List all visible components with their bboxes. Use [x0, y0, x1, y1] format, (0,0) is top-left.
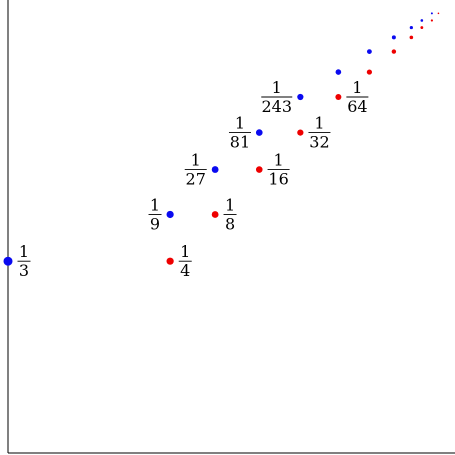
fraction-denominator: 8	[225, 214, 235, 233]
blue-fraction-label-1: 19	[148, 195, 162, 233]
fraction-numerator: 1	[191, 151, 201, 170]
fraction-denominator: 16	[268, 170, 288, 189]
fraction-denominator: 27	[186, 170, 206, 189]
blue-point-8	[409, 25, 413, 30]
fraction-numerator: 1	[180, 242, 190, 261]
blue-point-4	[297, 93, 304, 101]
red-fraction-label-4: 164	[346, 78, 369, 116]
red-point-1	[211, 211, 219, 218]
fraction-denominator: 64	[347, 97, 367, 116]
red-fraction-label-1: 18	[223, 195, 237, 233]
fraction-numerator: 1	[19, 242, 29, 261]
red-fraction-label-0: 14	[178, 242, 192, 280]
blue-point-0	[3, 256, 13, 266]
red-point-9	[430, 19, 433, 22]
red-fraction-label-2: 116	[267, 151, 290, 189]
fraction-numerator: 1	[314, 114, 324, 133]
axes	[7, 0, 455, 454]
fraction-denominator: 243	[261, 97, 292, 116]
fraction-denominator: 3	[19, 261, 29, 280]
blue-point-5	[335, 69, 342, 75]
red-point-6	[391, 49, 397, 54]
fraction-numerator: 1	[273, 151, 283, 170]
red-point-7	[409, 35, 414, 40]
red-point-8	[420, 26, 424, 29]
blue-point-6	[366, 49, 372, 55]
blue-fraction-label-3: 181	[228, 114, 251, 152]
blue-point-10	[430, 12, 433, 15]
blue-point-3	[255, 129, 263, 136]
red-point-10	[437, 12, 440, 15]
fraction-denominator: 9	[150, 214, 160, 233]
blue-fraction-label-0: 13	[17, 242, 31, 280]
blue-point-2	[211, 166, 219, 173]
fraction-denominator: 4	[180, 261, 190, 280]
red-fraction-label-3: 132	[308, 114, 331, 152]
blue-point-7	[391, 35, 396, 40]
fraction-numerator: 1	[225, 195, 235, 214]
fraction-numerator: 1	[235, 114, 245, 133]
blue-fraction-label-2: 127	[184, 151, 207, 189]
red-point-2	[255, 166, 263, 173]
blue-point-1	[166, 210, 174, 219]
red-point-3	[297, 129, 304, 136]
fraction-numerator: 1	[150, 195, 160, 214]
red-point-5	[366, 69, 372, 75]
fraction-numerator: 1	[352, 78, 362, 97]
fraction-numerator: 1	[272, 78, 282, 97]
red-point-4	[335, 94, 342, 100]
fraction-denominator: 81	[230, 133, 250, 152]
fraction-denominator: 32	[309, 133, 329, 152]
red-point-0	[166, 257, 174, 265]
blue-point-9	[420, 19, 424, 22]
